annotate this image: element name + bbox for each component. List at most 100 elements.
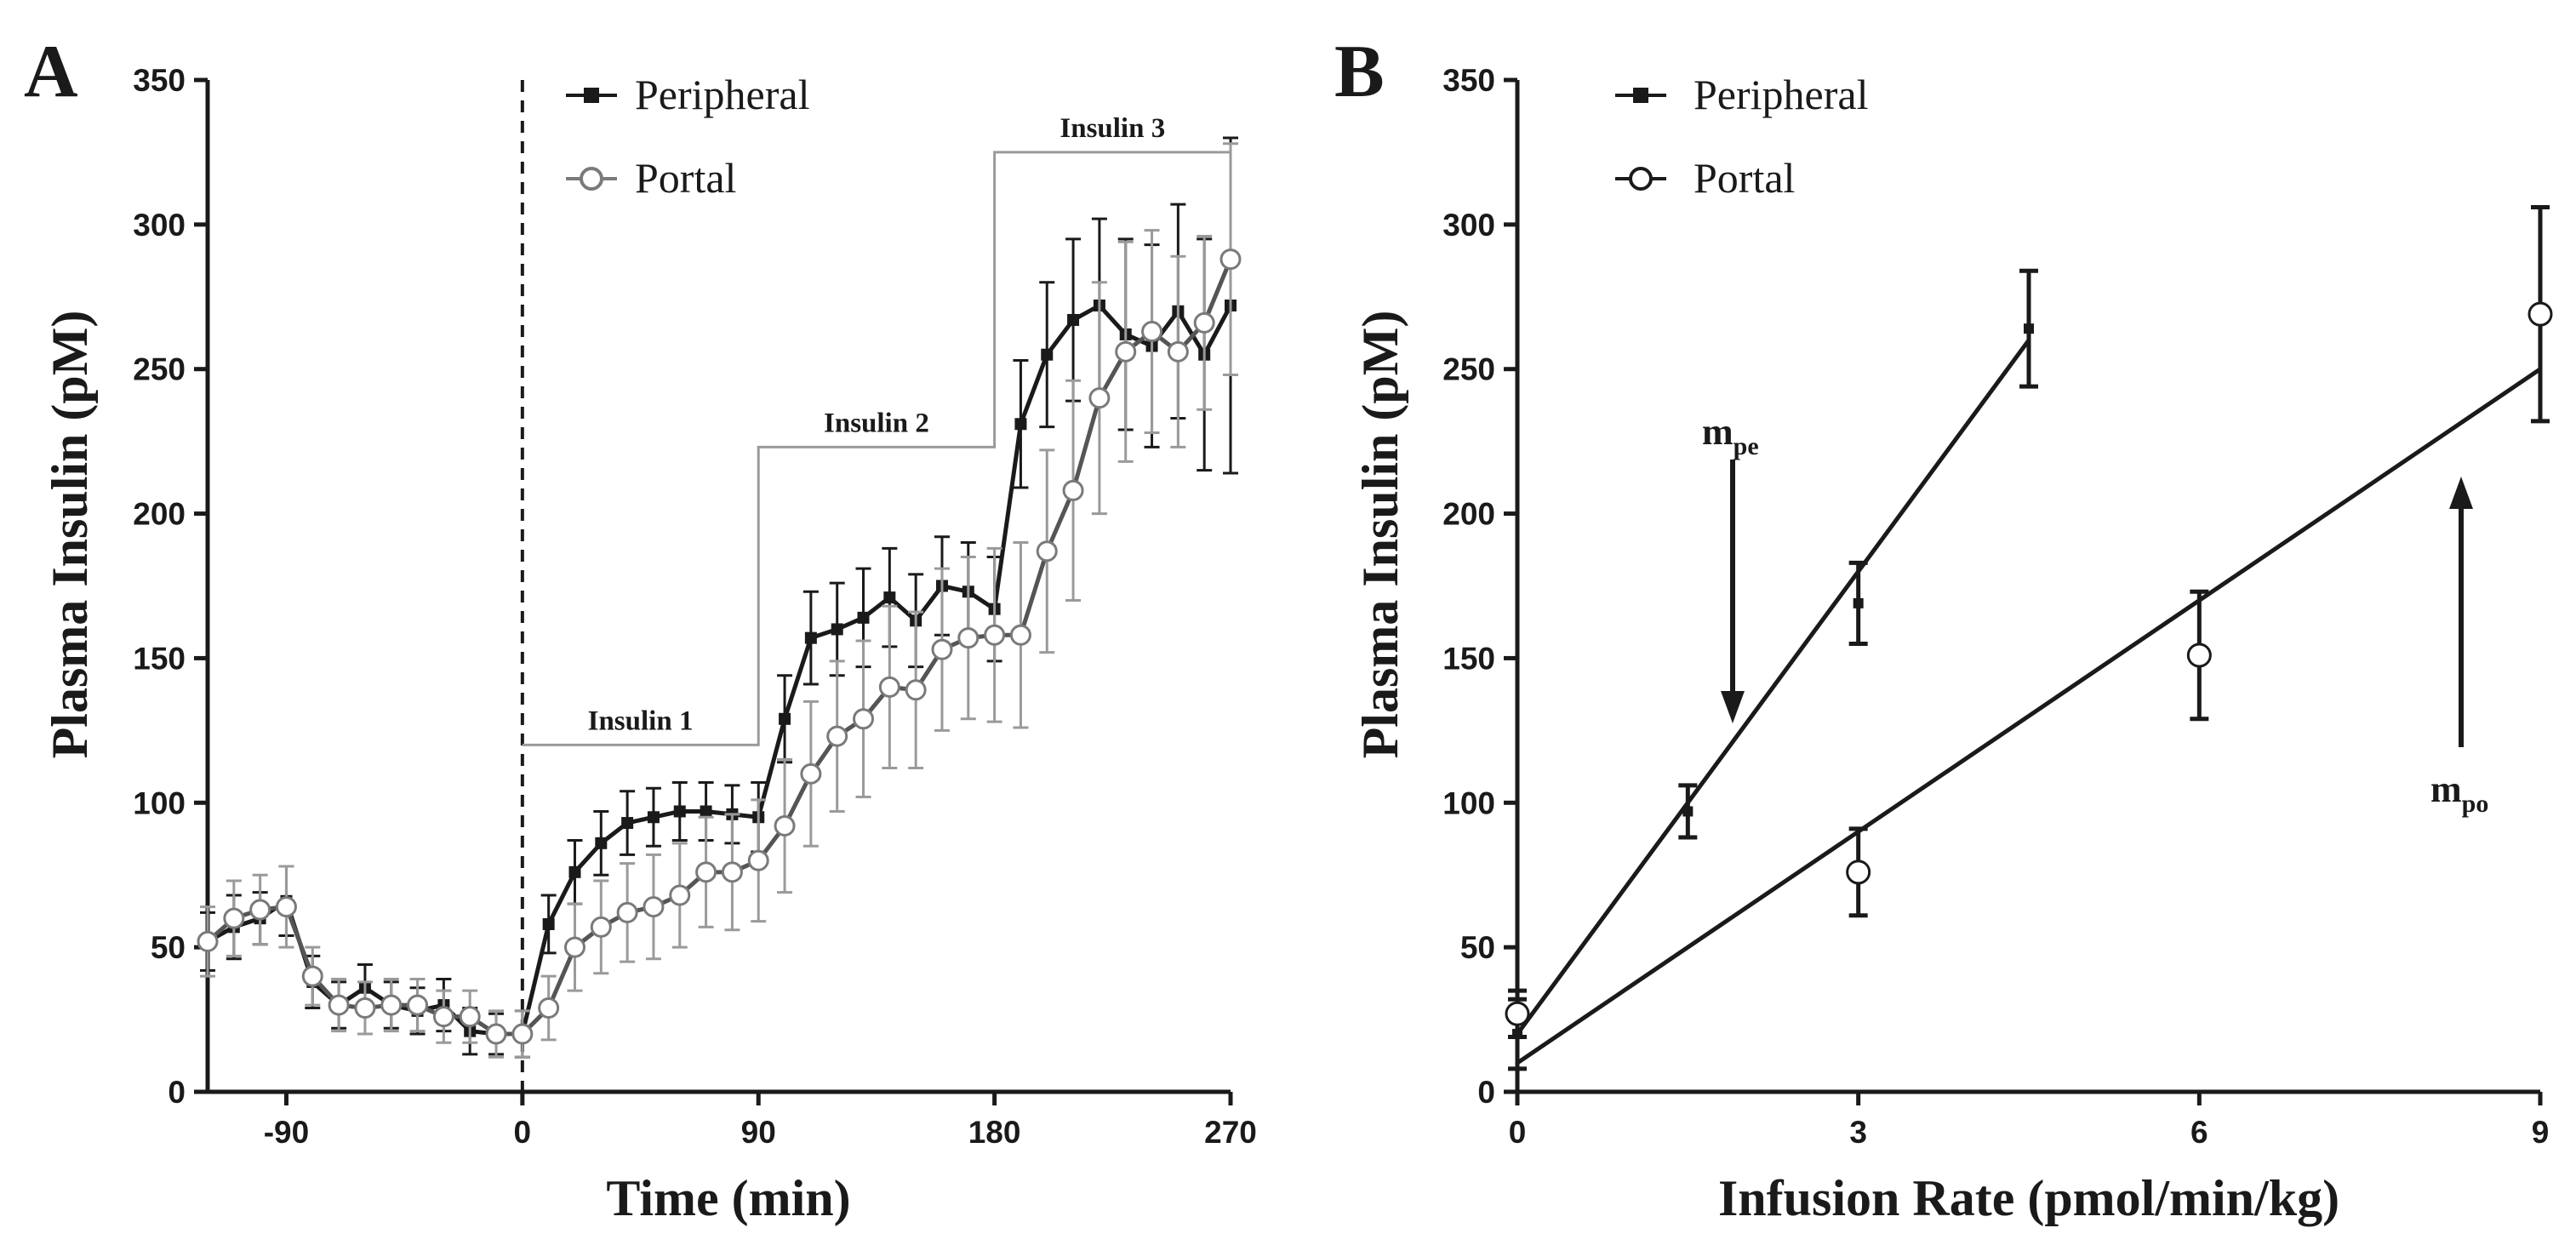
a-portal-point	[1088, 387, 1111, 409]
a-portal-point	[826, 725, 848, 747]
a-portal-point	[878, 676, 900, 698]
a-x-tick-label: 270	[1204, 1115, 1257, 1150]
a-portal-point	[1115, 340, 1137, 363]
a-peripheral-point	[779, 712, 791, 725]
b-x-tick-label: 9	[2532, 1115, 2550, 1150]
a-portal-line	[206, 258, 1233, 1037]
a-peripheral-point	[831, 623, 843, 636]
a-portal-point	[1219, 248, 1242, 271]
a-y-tick-label: 200	[133, 497, 186, 532]
a-portal-point	[669, 884, 691, 906]
a-portal-point	[223, 907, 245, 929]
b-y-tick-label: 150	[1442, 641, 1495, 676]
b-y-tick-label: 0	[1477, 1075, 1495, 1110]
m-pe-main: m	[1702, 411, 1734, 453]
b-y-tick-label: 250	[1442, 352, 1495, 387]
a-portal-point	[1193, 311, 1215, 334]
a-step-label-1: Insulin 1	[588, 705, 694, 736]
a-step-label-2: Insulin 2	[824, 408, 929, 438]
b-peripheral-fit-line	[1515, 339, 2031, 1036]
a-y-tick-label: 150	[133, 641, 186, 676]
m-pe-arrow-head	[1721, 691, 1745, 723]
a-peripheral-point	[857, 611, 870, 624]
a-peripheral-line	[206, 302, 1233, 1037]
a-portal-point	[563, 936, 585, 958]
a-portal-point	[695, 861, 717, 883]
a-portal-point	[1036, 540, 1058, 563]
b-portal-point	[1846, 860, 1871, 885]
panel-a-plot: 0 50 100 150 200 250 300 350 -90 0 90 180 270 Insulin…	[133, 63, 1257, 1150]
a-portal-point	[931, 638, 953, 660]
b-y-tick-label: 350	[1442, 63, 1495, 98]
a-x-tick-label: 90	[741, 1115, 776, 1150]
a-portal-point	[380, 994, 403, 1016]
b-y-tick-label: 50	[1460, 930, 1495, 965]
a-peripheral-point	[595, 837, 608, 849]
a-peripheral-point	[1067, 313, 1080, 326]
a-portal-point	[721, 861, 743, 883]
b-y-tick-label: 300	[1442, 208, 1495, 243]
a-portal-point	[1167, 340, 1189, 363]
a-portal-point	[905, 679, 927, 701]
b-y-tick-label: 100	[1442, 785, 1495, 820]
a-portal-point	[957, 627, 980, 649]
panel-a-letter: A	[24, 31, 78, 113]
a-portal-point	[616, 901, 638, 923]
a-step-label-3: Insulin 3	[1060, 113, 1165, 144]
a-peripheral-point	[1014, 418, 1027, 431]
legend-b-peripheral-marker	[1633, 88, 1648, 103]
m-po-subscript: po	[2462, 790, 2489, 818]
a-portal-point	[197, 930, 219, 952]
a-peripheral-point	[883, 591, 896, 604]
b-peripheral-point	[2024, 323, 2034, 334]
b-portal-point	[2527, 301, 2553, 327]
panel-b-letter: B	[1334, 31, 1385, 113]
a-portal-point	[432, 1006, 454, 1028]
panel-b-x-axis-title: Infusion Rate (pmol/min/kg)	[1718, 1170, 2339, 1226]
m-pe-label: mpe	[1702, 411, 1759, 460]
a-portal-point	[511, 1023, 534, 1045]
legend-a-portal-label: Portal	[635, 154, 736, 202]
a-x-tick-label: -90	[264, 1115, 309, 1150]
m-po-arrow-head	[2449, 477, 2473, 509]
m-pe-subscript: pe	[1734, 432, 1759, 460]
b-peripheral-point	[1682, 806, 1694, 817]
a-portal-point	[984, 624, 1006, 646]
a-y-tick-label: 50	[151, 930, 186, 965]
a-portal-point	[1141, 321, 1163, 343]
a-y-tick-label: 250	[133, 352, 186, 387]
a-portal-point	[1062, 479, 1084, 501]
a-portal-point	[485, 1023, 507, 1045]
a-y-tick-label: 350	[133, 63, 186, 98]
legend-a-peripheral-marker	[584, 88, 599, 103]
a-portal-point	[328, 994, 350, 1016]
a-portal-point	[774, 814, 796, 837]
legend-b-peripheral-label: Peripheral	[1694, 71, 1868, 118]
b-portal-point	[2186, 642, 2212, 668]
a-portal-point	[407, 994, 429, 1016]
a-peripheral-point	[673, 805, 686, 818]
a-peripheral-point	[804, 631, 817, 644]
a-portal-point	[1009, 624, 1031, 646]
b-x-tick-label: 3	[1849, 1115, 1867, 1150]
panel-b-plot: 0 50 100 150 200 250 300 350 0 3 6 9	[1442, 63, 2553, 1150]
a-portal-point	[459, 1006, 481, 1028]
a-portal-point	[354, 997, 376, 1019]
a-x-tick-label: 0	[514, 1115, 532, 1150]
b-portal-point	[1505, 1001, 1530, 1026]
panel-a-x-axis-title: Time (min)	[606, 1170, 850, 1226]
a-portal-point	[643, 896, 665, 918]
a-x-tick-label: 180	[968, 1115, 1021, 1150]
a-portal-point	[301, 965, 323, 987]
panel-b-legend: Peripheral Portal	[1615, 71, 1868, 202]
a-y-tick-label: 100	[133, 785, 186, 820]
legend-a-peripheral-label: Peripheral	[635, 71, 809, 118]
panel-b-y-axis-title: Plasma Insulin (pM)	[1352, 311, 1408, 759]
b-peripheral-point	[1853, 597, 1864, 608]
a-peripheral-point	[647, 811, 660, 824]
m-pe-annotation: mpe	[1702, 411, 1759, 723]
m-po-label: mpo	[2430, 768, 2488, 818]
a-peripheral-point	[621, 817, 634, 830]
a-peripheral-point	[542, 917, 555, 930]
legend-b-portal-label: Portal	[1694, 154, 1795, 202]
